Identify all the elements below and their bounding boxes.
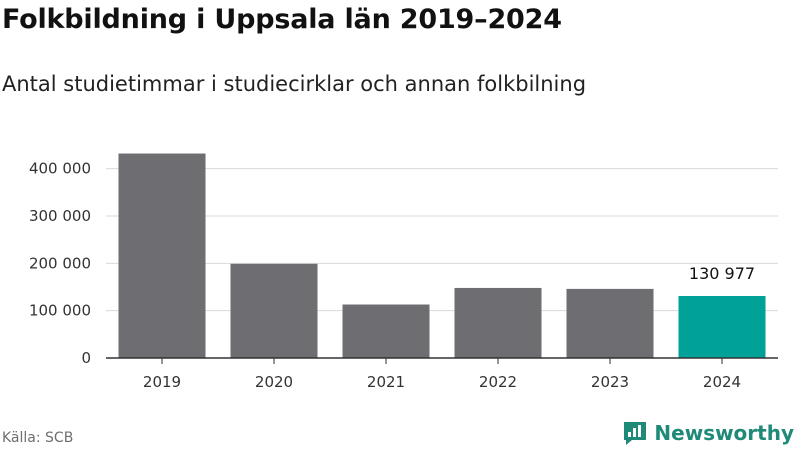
bar-2019 xyxy=(118,153,206,358)
chart-title: Folkbildning i Uppsala län 2019–2024 xyxy=(2,4,562,35)
bar-2020 xyxy=(230,263,318,358)
y-tick-label: 100 000 xyxy=(29,302,91,320)
y-tick-label: 400 000 xyxy=(29,160,91,178)
source-note: Källa: SCB xyxy=(2,430,74,446)
x-tick-label: 2023 xyxy=(591,373,629,391)
x-tick-label: 2024 xyxy=(703,373,741,391)
chart-subtitle: Antal studietimmar i studiecirklar och a… xyxy=(2,72,587,96)
y-tick-label: 200 000 xyxy=(29,254,91,272)
bar-2024 xyxy=(678,296,766,358)
y-tick-label: 0 xyxy=(81,349,91,367)
bar-chart-speech-bubble-icon xyxy=(624,422,647,445)
bar-chart: 0 100 000 200 000 300 000 400 000 2019 2020 202… xyxy=(29,153,778,391)
bar-2023 xyxy=(566,288,654,358)
brand-name: Newsworthy xyxy=(654,421,794,445)
x-tick-label: 2022 xyxy=(479,373,517,391)
bar-2022 xyxy=(454,287,542,358)
bar-2021 xyxy=(342,304,430,358)
x-tick-label: 2020 xyxy=(255,373,293,391)
brand-logo: Newsworthy xyxy=(622,420,794,446)
x-tick-label: 2019 xyxy=(143,373,181,391)
x-tick-label: 2021 xyxy=(367,373,405,391)
data-label: 130 977 xyxy=(689,264,755,283)
y-tick-label: 300 000 xyxy=(29,207,91,225)
